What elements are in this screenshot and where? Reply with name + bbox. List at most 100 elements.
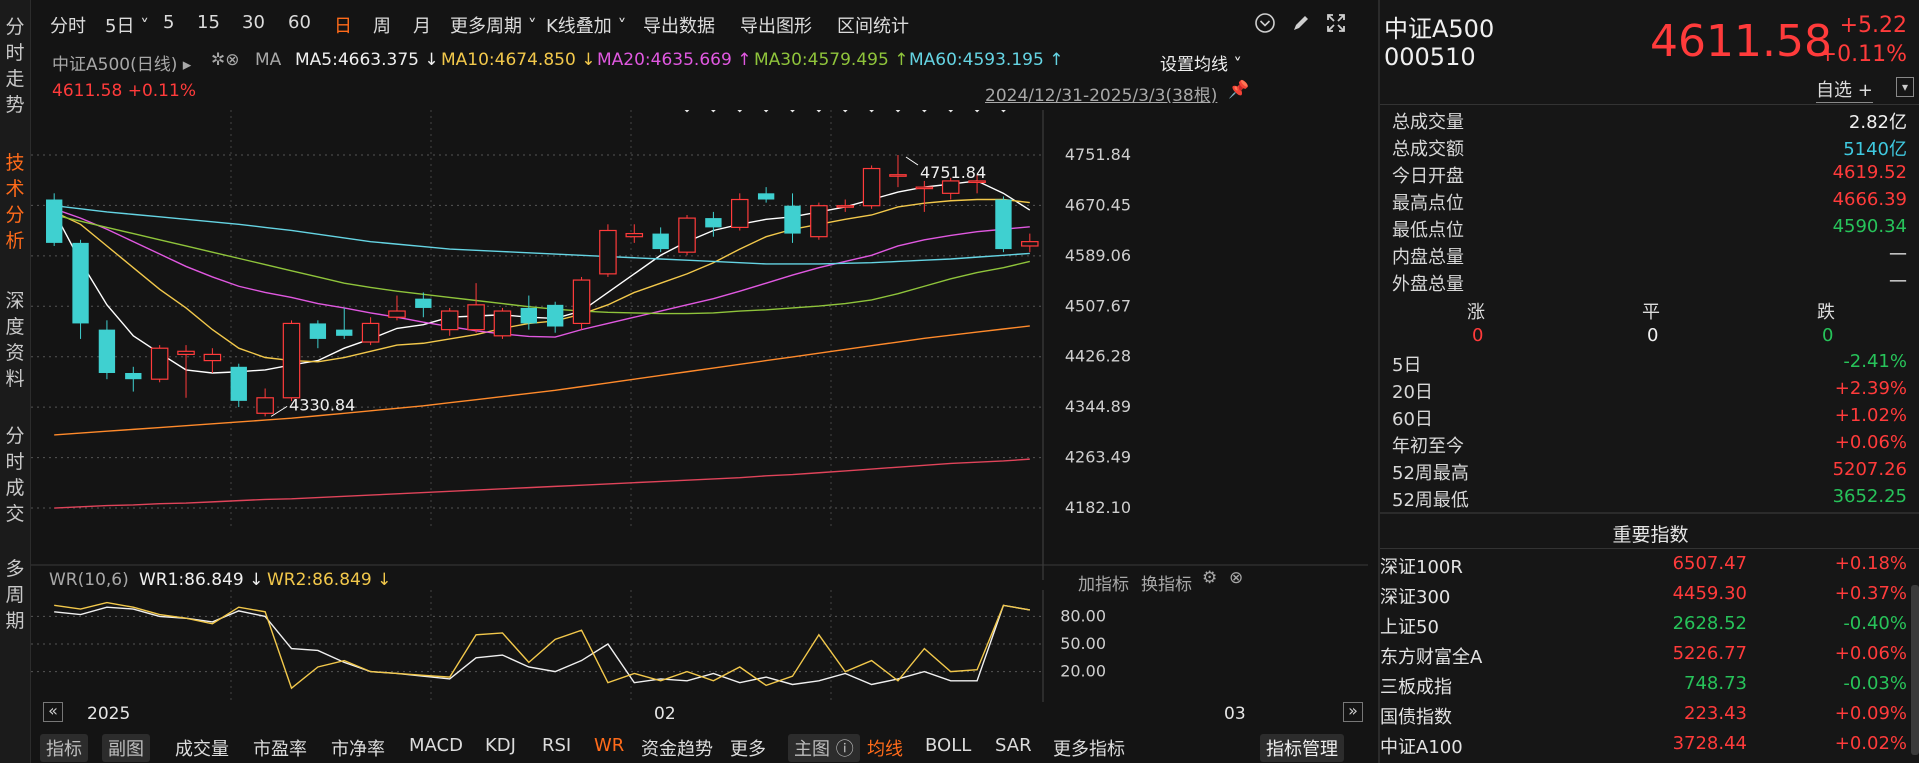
sub-chart-tab[interactable]: 副图 bbox=[102, 734, 150, 762]
event-marker-icon: ⬍ bbox=[998, 110, 1010, 116]
wr-indicator[interactable]: WR bbox=[594, 735, 625, 756]
low-annotation: 4330.84 bbox=[289, 395, 355, 414]
more-indicators[interactable]: 更多指标 bbox=[1053, 739, 1125, 760]
pb-indicator[interactable]: 市净率 bbox=[331, 739, 385, 760]
event-marker-icon: ⬍ bbox=[971, 110, 983, 116]
candle bbox=[730, 193, 749, 231]
stat-label: 外盘总量 bbox=[1392, 274, 1464, 295]
period-value: 3652.25 bbox=[1832, 486, 1907, 507]
wr2-line bbox=[54, 601, 1030, 690]
index-row-name: 深证100R bbox=[1380, 557, 1463, 578]
volume-indicator[interactable]: 成交量 bbox=[175, 739, 229, 760]
indicator-tab[interactable]: 指标 bbox=[40, 734, 88, 762]
y-tick-label: 4670.45 bbox=[1065, 195, 1131, 214]
change-indicator-button[interactable]: 换指标 bbox=[1141, 575, 1192, 595]
event-marker-icon: ⬍ bbox=[681, 110, 693, 116]
indicator-management-button[interactable]: 指标管理 bbox=[1260, 734, 1344, 762]
close-icon[interactable]: ⊗ bbox=[1229, 568, 1244, 588]
wr-label: WR(10,6) bbox=[49, 570, 129, 590]
ma5-value: MA5:4663.375 ↓ bbox=[295, 50, 439, 70]
toolbar-export-chart[interactable]: 导出图形 bbox=[740, 16, 812, 37]
add-watchlist-button[interactable]: 自选 + bbox=[1816, 76, 1873, 103]
sar-indicator[interactable]: SAR bbox=[995, 735, 1032, 756]
ma-settings-icon[interactable]: ✲⊗ bbox=[211, 50, 240, 70]
ma-indicator[interactable]: 均线 bbox=[867, 739, 903, 760]
gear-icon[interactable]: ⚙ bbox=[1202, 568, 1218, 588]
index-row[interactable]: 三板成指 748.73 -0.03% bbox=[1380, 673, 1907, 702]
macd-indicator[interactable]: MACD bbox=[409, 735, 463, 756]
indices-scrollbar[interactable] bbox=[1911, 585, 1919, 755]
toolbar-monthly[interactable]: 月 bbox=[413, 16, 431, 37]
toolbar-intraday[interactable]: 分时 bbox=[50, 16, 86, 37]
candle bbox=[282, 320, 301, 401]
tab-multi-period[interactable]: 多周期 bbox=[5, 558, 25, 632]
index-code: 000510 bbox=[1384, 43, 1476, 71]
index-row[interactable]: 深证100R 6507.47 +0.18% bbox=[1380, 553, 1907, 582]
toolbar-5day[interactable]: 5日 ˅ bbox=[105, 16, 150, 37]
toolbar-weekly[interactable]: 周 bbox=[373, 16, 391, 37]
tab-intraday[interactable]: 分时走势 bbox=[5, 16, 25, 116]
boll-indicator[interactable]: BOLL bbox=[925, 735, 972, 756]
candle bbox=[652, 227, 669, 253]
wr-indicator-chart[interactable]: 80.00 50.00 20.00 bbox=[31, 590, 1368, 702]
index-row[interactable]: 东方财富全A 5226.77 +0.06% bbox=[1380, 643, 1907, 672]
tab-technical-analysis[interactable]: 技术分析 bbox=[5, 152, 25, 252]
toolbar-daily[interactable]: 日 bbox=[334, 16, 352, 37]
fullscreen-icon[interactable] bbox=[1324, 12, 1348, 36]
watchlist-dropdown-icon[interactable]: ▾ bbox=[1896, 77, 1914, 97]
period-value: +0.06% bbox=[1834, 432, 1907, 453]
tab-deep-data[interactable]: 深度资料 bbox=[5, 290, 25, 390]
chevron-circle-icon[interactable] bbox=[1253, 12, 1277, 36]
event-marker-icon: ⬍ bbox=[708, 110, 720, 116]
stat-label: 最低点位 bbox=[1392, 220, 1464, 241]
candle bbox=[309, 320, 327, 349]
current-price-label: 4611.58 +0.11% bbox=[52, 81, 196, 101]
index-row-price: 5226.77 bbox=[1672, 643, 1747, 664]
toolbar-kline-overlay[interactable]: K线叠加 ˅ bbox=[546, 16, 627, 37]
index-row[interactable]: 国债指数 223.43 +0.09% bbox=[1380, 703, 1907, 732]
toolbar-range-stats[interactable]: 区间统计 bbox=[837, 16, 909, 37]
rsi-indicator[interactable]: RSI bbox=[542, 735, 572, 756]
period-row: 20日 +2.39% bbox=[1392, 378, 1907, 405]
tab-tick-trades[interactable]: 分时成交 bbox=[5, 425, 25, 525]
candle bbox=[836, 199, 855, 212]
quote-panel: 中证A500 000510 4611.58 +5.22 +0.11% 自选 + … bbox=[1378, 0, 1919, 763]
candle bbox=[46, 193, 63, 246]
index-row-price: 4459.30 bbox=[1672, 583, 1747, 604]
index-row[interactable]: 深证300 4459.30 +0.37% bbox=[1380, 583, 1907, 612]
candle bbox=[625, 224, 644, 243]
toolbar-more-periods[interactable]: 更多周期 ˅ bbox=[450, 16, 537, 37]
pe-indicator[interactable]: 市盈率 bbox=[253, 739, 307, 760]
toolbar-15min[interactable]: 15 bbox=[197, 12, 220, 33]
x-label-02: 02 bbox=[654, 704, 676, 724]
candle bbox=[599, 224, 617, 277]
candle bbox=[415, 292, 432, 318]
toolbar-30min[interactable]: 30 bbox=[242, 12, 265, 33]
event-marker-icon: ⬍ bbox=[734, 110, 746, 116]
index-row-change: +0.37% bbox=[1834, 583, 1907, 604]
add-indicator-button[interactable]: 加指标 bbox=[1078, 575, 1129, 595]
stat-value: 4619.52 bbox=[1832, 162, 1907, 183]
more-indicator[interactable]: 更多 bbox=[730, 739, 766, 760]
kdj-indicator[interactable]: KDJ bbox=[485, 735, 516, 756]
index-row[interactable]: 中证A100 3728.44 +0.02% bbox=[1380, 733, 1907, 762]
toolbar-60min[interactable]: 60 bbox=[288, 12, 311, 33]
event-marker-icon: ⬍ bbox=[760, 110, 772, 116]
set-ma-button[interactable]: 设置均线 ˅ bbox=[1160, 55, 1242, 75]
kline-chart[interactable]: 4751.84 4670.45 4589.06 4507.67 4426.28 4344.… bbox=[31, 110, 1368, 580]
pin-icon[interactable]: 📌 bbox=[1228, 80, 1250, 100]
pen-icon[interactable] bbox=[1289, 12, 1313, 36]
scroll-right-icon[interactable]: » bbox=[1343, 702, 1363, 722]
toolbar-export-data[interactable]: 导出数据 bbox=[643, 16, 715, 37]
index-row[interactable]: 上证50 2628.52 -0.40% bbox=[1380, 613, 1907, 642]
index-row-change: +0.06% bbox=[1834, 643, 1907, 664]
toolbar-5min[interactable]: 5 bbox=[163, 12, 175, 33]
main-chart-tab[interactable]: 主图 ⓘ bbox=[788, 734, 860, 762]
date-range-label[interactable]: 2024/12/31-2025/3/3(38根) bbox=[985, 86, 1218, 106]
index-price: 4611.58 bbox=[1650, 16, 1832, 67]
candle bbox=[361, 317, 380, 346]
fund-trend-indicator[interactable]: 资金趋势 bbox=[641, 739, 713, 760]
y-tick-label: 4426.28 bbox=[1065, 347, 1131, 366]
event-marker-icon: ⬍ bbox=[945, 110, 957, 116]
scroll-left-icon[interactable]: « bbox=[43, 702, 63, 722]
